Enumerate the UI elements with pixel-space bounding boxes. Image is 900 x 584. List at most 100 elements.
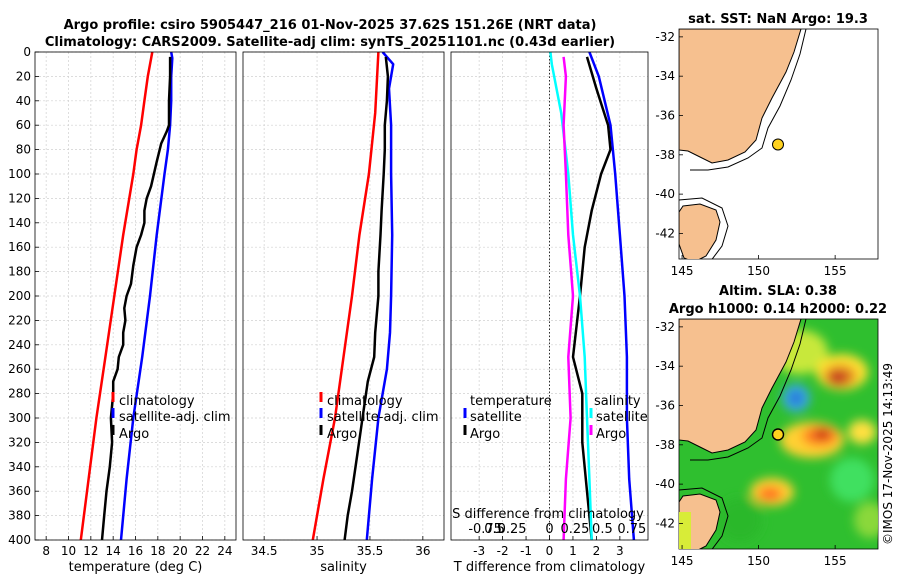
map-y-tick-label: -32 xyxy=(655,320,675,334)
x-tick-label: 3 xyxy=(616,544,624,558)
map-y-tick-label: -42 xyxy=(655,516,675,530)
x-tick-label: 34.5 xyxy=(251,544,278,558)
top-tick-label: 0.75 xyxy=(617,522,646,537)
series-line-s-argo-diff xyxy=(562,56,575,540)
y-tick-label: 40 xyxy=(16,94,31,108)
land-mainland-sst xyxy=(679,29,802,164)
series-line-t-satellite-diff xyxy=(588,52,636,540)
legend-title-temperature: temperature xyxy=(470,394,552,409)
coast-contour-sla xyxy=(690,319,807,461)
y-tick-label: 20 xyxy=(16,69,31,83)
x-tick-label: 35.5 xyxy=(357,544,384,558)
y-tick-label: 240 xyxy=(8,338,31,352)
series-line-argo xyxy=(343,56,390,540)
map-y-tick-label: -36 xyxy=(655,398,675,412)
map-y-tick-label: -38 xyxy=(655,438,675,452)
series-group xyxy=(549,52,636,540)
y-tick-label: 340 xyxy=(8,460,31,474)
land-mainland-sla xyxy=(679,319,802,454)
y-tick-label: 400 xyxy=(8,533,31,547)
sst-map-title: sat. SST: NaN Argo: 19.3 xyxy=(688,12,868,27)
sla-map: Altim. SLA: 0.38 Argo h1000: 0.14 h2000:… xyxy=(655,284,887,568)
sla-map-title-line1: Altim. SLA: 0.38 xyxy=(719,284,837,299)
argo-position-marker-sst xyxy=(772,138,784,151)
top-tick-label: 0 xyxy=(545,522,553,537)
y-tick-label: 100 xyxy=(8,167,31,181)
plot-frame xyxy=(242,51,445,541)
y-tick-label: 220 xyxy=(8,313,31,327)
x-tick-label: 20 xyxy=(173,544,188,558)
figure-title-line2: Climatology: CARS2009. Satellite-adj cli… xyxy=(45,35,615,50)
x-tick-label: 1 xyxy=(569,544,577,558)
x-tick-label: 24 xyxy=(217,544,232,558)
land-tasmania-sst xyxy=(679,203,721,259)
x-tick-label: 18 xyxy=(150,544,165,558)
series-line-argo xyxy=(100,56,172,540)
y-tick-label: 380 xyxy=(8,509,31,523)
map-y-tick-label: -36 xyxy=(655,108,675,122)
y-tick-label: 300 xyxy=(8,411,31,425)
series-line-climatology xyxy=(79,52,154,540)
x-tick-label: -1 xyxy=(520,544,532,558)
series-group xyxy=(311,52,395,540)
top-tick-label: -0.75 xyxy=(468,522,502,537)
legend-label: satellite-adj. clim xyxy=(327,410,439,425)
x-tick-label: 14 xyxy=(106,544,121,558)
y-tick-label: 160 xyxy=(8,240,31,254)
legend-label-t: satellite xyxy=(470,410,522,425)
map-x-tick-label: 155 xyxy=(824,554,847,568)
top-axis-label: S difference from climatology xyxy=(452,507,644,522)
legend-label-t: Argo xyxy=(470,427,500,442)
legend-label-s: satellite xyxy=(596,410,648,425)
top-tick-label: 0.25 xyxy=(560,522,589,537)
x-tick-label: -3 xyxy=(473,544,485,558)
legend-label: climatology xyxy=(119,394,195,409)
legend-label: satellite-adj. clim xyxy=(119,410,231,425)
x-tick-label: 36 xyxy=(415,544,430,558)
x-tick-label: 10 xyxy=(61,544,76,558)
y-tick-label: 180 xyxy=(8,265,31,279)
x-axis-label: temperature (deg C) xyxy=(69,560,203,575)
copyright-label: ©IMOS 17-Nov-2025 14:13:49 xyxy=(881,363,895,545)
x-tick-label: 8 xyxy=(42,544,50,558)
map-y-tick-label: -34 xyxy=(655,359,675,373)
series-line-t-argo-diff xyxy=(571,56,612,540)
y-tick-label: 280 xyxy=(8,387,31,401)
x-tick-label: 35 xyxy=(309,544,324,558)
coast-contour-sst xyxy=(690,29,807,171)
tasmania-contour-sst xyxy=(679,197,729,259)
legend-label: Argo xyxy=(119,427,149,442)
tasmania-contour-sla xyxy=(679,487,729,549)
map-x-tick-label: 155 xyxy=(824,264,847,278)
figure-title-line1: Argo profile: csiro 5905447_216 01-Nov-2… xyxy=(64,18,597,33)
argo-position-marker-sla xyxy=(771,428,785,441)
map-y-tick-label: -38 xyxy=(655,148,675,162)
salinity-panel: 34.5 35 35.5 36 salinity climatologysatellite… xyxy=(242,51,445,575)
y-tick-label: 60 xyxy=(16,118,31,132)
top-tick-label: 0.5 xyxy=(484,522,505,537)
legend-label: Argo xyxy=(327,427,357,442)
sst-map: sat. SST: NaN Argo: 19.3 -32 -34 -36 -38 -40… xyxy=(655,12,879,278)
y-tick-label: 120 xyxy=(8,191,31,205)
top-tick-label: 0.25 xyxy=(498,522,527,537)
legend-label: climatology xyxy=(327,394,403,409)
map-y-tick-label: -32 xyxy=(655,30,675,44)
x-tick-label: -2 xyxy=(497,544,509,558)
sla-map-title-line2: Argo h1000: 0.14 h2000: 0.22 xyxy=(669,302,887,317)
map-x-tick-label: 145 xyxy=(671,554,694,568)
temperature-panel: 8 10 12 14 16 18 20 22 24 temperature (deg C) 0 20 4… xyxy=(8,45,237,575)
series-line-satellite-adj-clim xyxy=(365,52,395,540)
map-x-tick-label: 150 xyxy=(747,264,770,278)
map-y-tick-label: -42 xyxy=(655,226,675,240)
map-x-tick-label: 145 xyxy=(671,264,694,278)
series-line-s-satellite-diff xyxy=(549,52,593,540)
legend-label-s: Argo xyxy=(596,427,626,442)
map-y-tick-label: -40 xyxy=(655,477,675,491)
x-tick-label: 0 xyxy=(546,544,554,558)
x-tick-label: 16 xyxy=(128,544,143,558)
y-tick-label: 200 xyxy=(8,289,31,303)
y-tick-label: 260 xyxy=(8,362,31,376)
series-group xyxy=(79,52,174,540)
y-tick-label: 80 xyxy=(16,143,31,157)
